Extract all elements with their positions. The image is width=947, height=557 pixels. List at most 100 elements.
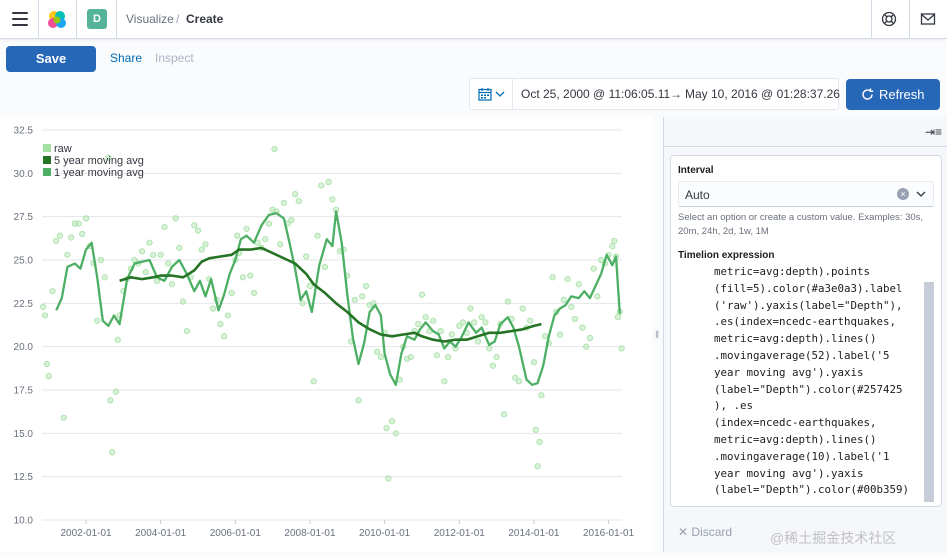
calendar-icon [478, 88, 492, 101]
raw-point [112, 388, 119, 395]
nav-divider [76, 0, 77, 39]
mail-icon[interactable] [920, 11, 936, 27]
raw-point [224, 312, 231, 319]
x-tick-label: 2016-01-01 [583, 528, 635, 539]
raw-point [430, 317, 437, 324]
raw-point [306, 282, 314, 290]
expression-editor[interactable]: metric=avg:depth).points (fill=5).color(#… [678, 264, 934, 502]
raw-point [221, 333, 228, 340]
expression-line: .movingaverage(52).label('5 [714, 348, 890, 362]
raw-point [138, 248, 146, 255]
raw-point [351, 296, 358, 303]
raw-point [321, 263, 329, 271]
y-tick-label: 27.5 [14, 212, 34, 223]
raw-point [383, 425, 390, 432]
help-icon[interactable] [881, 11, 897, 27]
discard-button[interactable]: ✕ Discard [678, 525, 733, 539]
raw-point [198, 246, 205, 253]
raw-point [527, 317, 534, 324]
raw-point [530, 359, 538, 366]
raw-point [295, 197, 302, 205]
raw-point [318, 182, 325, 189]
watermark: @稀土掘金技术社区 [770, 530, 897, 546]
raw-point [250, 289, 258, 297]
raw-point [209, 305, 217, 312]
resize-handle-icon[interactable]: ‖ [655, 330, 660, 341]
menu-icon[interactable] [12, 12, 28, 26]
breadcrumb-visualize[interactable]: Visualize [126, 12, 174, 26]
raw-point [329, 196, 336, 203]
raw-point [234, 232, 241, 239]
date-start[interactable]: Oct 25, 2000 @ 11:06:05.11 [521, 87, 671, 101]
raw-point [459, 319, 467, 326]
breadcrumb-create: Create [186, 12, 224, 26]
legend-label: 5 year moving avg [54, 155, 144, 167]
raw-point [49, 288, 56, 295]
timelion-chart[interactable]: 10.0 12.5 15.0 17.5 20.0 22.5 25.0 27.5 30.0 32.5… [0, 117, 652, 552]
raw-point [583, 343, 590, 350]
raw-point [280, 199, 287, 206]
expression-line: (fill=5).color(#a3e0a3).label [714, 281, 903, 295]
raw-point [262, 236, 269, 243]
chevron-down-icon[interactable] [915, 186, 927, 202]
raw-point [303, 253, 310, 260]
expression-line: (index=ncedc-earthquakes, [714, 416, 877, 430]
x-tick-label: 2010-01-01 [359, 528, 411, 539]
raw-point [146, 239, 153, 246]
collapse-panel-icon[interactable]: ⇥≡ [924, 125, 942, 139]
raw-point [202, 241, 209, 248]
expression-line: metric=avg:depth).lines() [714, 332, 877, 346]
raw-point [41, 312, 49, 319]
raw-point [60, 414, 67, 421]
raw-point [478, 314, 485, 321]
raw-point [243, 225, 250, 232]
raw-point [172, 215, 179, 222]
x-tick-label: 2012-01-01 [434, 528, 486, 539]
raw-point [114, 336, 121, 343]
raw-point [564, 275, 571, 283]
raw-point [504, 298, 511, 305]
save-button[interactable]: Save [6, 46, 96, 72]
raw-point [247, 272, 254, 279]
raw-point [168, 281, 175, 288]
share-link[interactable]: Share [110, 51, 143, 65]
expression-code[interactable]: metric=avg:depth).points (fill=5).color(#… [714, 264, 920, 499]
raw-point [161, 223, 168, 231]
raw-point [534, 463, 541, 470]
raw-point [53, 237, 60, 245]
raw-point [571, 315, 579, 323]
refresh-button[interactable]: Refresh [846, 79, 940, 110]
legend-swatch [43, 156, 51, 164]
raw-point [64, 251, 71, 258]
raw-point [228, 289, 235, 297]
editor-scrollbar[interactable] [924, 282, 934, 502]
raw-point [362, 282, 370, 290]
raw-point [56, 232, 64, 239]
space-avatar[interactable]: D [87, 9, 107, 29]
raw-point [614, 314, 621, 321]
raw-point [194, 227, 202, 234]
expression-line: (label="Depth").color(#257425 [714, 382, 903, 396]
interval-select[interactable]: Auto × [678, 181, 934, 207]
raw-point [75, 220, 82, 227]
quick-select-button[interactable] [470, 79, 513, 109]
raw-point [374, 348, 381, 355]
x-tick-label: 2006-01-01 [210, 528, 262, 539]
x-tick-label: 2008-01-01 [284, 528, 336, 539]
raw-point [486, 345, 493, 352]
raw-point [97, 256, 105, 264]
chart-panel: 10.0 12.5 15.0 17.5 20.0 22.5 25.0 27.5 30.0 32.5… [0, 117, 652, 552]
editor-side-panel: ⇥≡ Interval Auto × Select an option or c… [663, 117, 947, 552]
raw-point [549, 274, 556, 281]
visualize-toolbar: Save Share Inspect Oct 25, 2000 @ 11:06:… [0, 40, 947, 116]
expression-line: metric=avg:depth).points [714, 265, 871, 278]
date-end[interactable]: May 10, 2016 @ 01:28:37.26 [685, 87, 840, 101]
y-tick-label: 20.0 [14, 342, 34, 353]
elastic-logo-icon[interactable] [47, 10, 67, 30]
inspect-link[interactable]: Inspect [155, 51, 194, 65]
raw-point [310, 378, 317, 385]
raw-point [542, 333, 549, 340]
raw-point [142, 269, 149, 276]
clear-icon[interactable]: × [897, 188, 909, 200]
raw-point [538, 392, 545, 399]
